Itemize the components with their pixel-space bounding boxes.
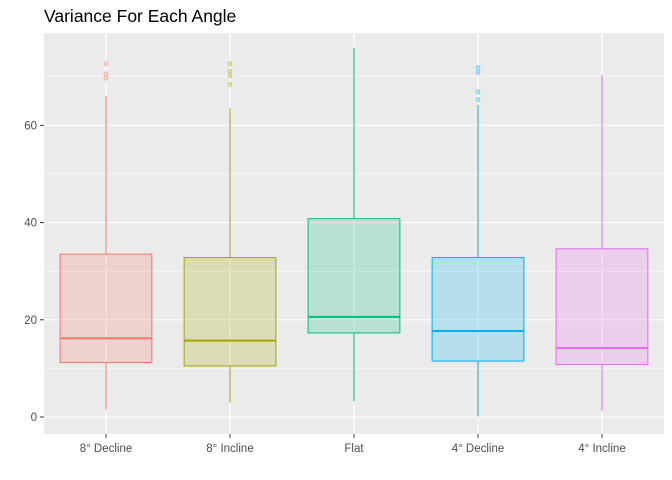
y-tick-label: 60 bbox=[24, 120, 37, 132]
box-iqr bbox=[307, 218, 401, 334]
x-tick-label: Flat bbox=[344, 443, 364, 455]
outlier-point bbox=[227, 61, 233, 67]
outlier-point bbox=[475, 89, 481, 95]
x-tick-label: 4° Incline bbox=[578, 443, 625, 455]
x-tick-label: 4° Decline bbox=[452, 443, 505, 455]
axis-layer: 0 20 40 60 8° Decline 8° Incline Flat 4° Declin… bbox=[24, 120, 626, 455]
box-2 bbox=[183, 61, 277, 403]
y-tick-label: 20 bbox=[24, 315, 37, 327]
box-iqr bbox=[59, 253, 153, 364]
box-iqr bbox=[183, 257, 277, 367]
box-1 bbox=[59, 61, 153, 410]
outlier-point bbox=[475, 65, 481, 70]
box-iqr bbox=[555, 248, 649, 365]
chart-title: Variance For Each Angle bbox=[44, 6, 237, 26]
outlier-point bbox=[227, 82, 233, 87]
outlier-point bbox=[103, 61, 109, 67]
y-tick-label: 40 bbox=[24, 218, 37, 230]
box-layer bbox=[59, 47, 649, 417]
outlier-point bbox=[103, 71, 109, 77]
y-tick-label: 0 bbox=[31, 412, 37, 424]
x-tick-label: 8° Decline bbox=[80, 443, 133, 455]
outlier-point bbox=[227, 68, 233, 74]
box-5 bbox=[555, 74, 649, 411]
box-3 bbox=[307, 47, 401, 401]
box-iqr bbox=[431, 257, 525, 362]
x-tick-label: 8° Incline bbox=[206, 443, 253, 455]
outlier-point bbox=[227, 73, 233, 79]
box-4 bbox=[431, 65, 525, 417]
outlier-point bbox=[475, 97, 481, 102]
outlier-point bbox=[103, 75, 109, 81]
outlier-point bbox=[475, 69, 481, 75]
